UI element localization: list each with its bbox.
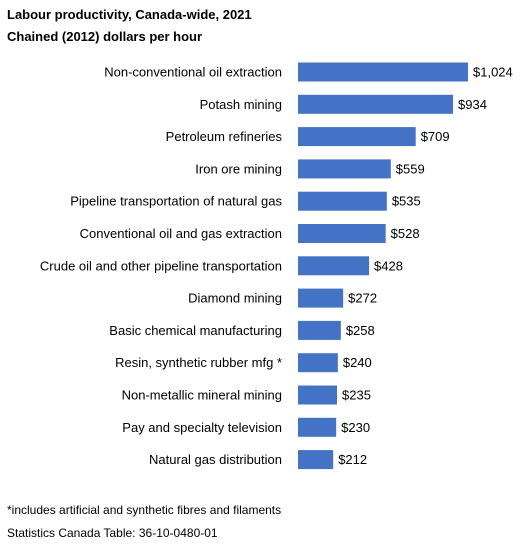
data-label: $428 bbox=[374, 258, 403, 273]
data-label: $1,024 bbox=[473, 65, 513, 80]
data-label: $709 bbox=[421, 129, 450, 144]
data-label: $240 bbox=[343, 355, 372, 370]
category-label: Resin, synthetic rubber mfg * bbox=[115, 355, 282, 370]
bar bbox=[298, 353, 338, 373]
data-label: $230 bbox=[341, 420, 370, 435]
chart-title: Labour productivity, Canada-wide, 2021 bbox=[7, 7, 252, 22]
data-label: $212 bbox=[338, 452, 367, 467]
bar bbox=[298, 320, 341, 340]
footnote: *includes artificial and synthetic fibre… bbox=[7, 503, 282, 517]
category-label: Non-conventional oil extraction bbox=[104, 65, 282, 80]
bar bbox=[298, 62, 468, 82]
category-label: Natural gas distribution bbox=[149, 452, 282, 467]
data-label: $258 bbox=[346, 323, 375, 338]
bar bbox=[298, 417, 337, 437]
category-label: Petroleum refineries bbox=[166, 129, 283, 144]
data-label: $934 bbox=[458, 97, 487, 112]
bar bbox=[298, 159, 391, 179]
bar bbox=[298, 288, 344, 308]
bar bbox=[298, 224, 386, 243]
bar bbox=[298, 94, 454, 114]
category-label: Basic chemical manufacturing bbox=[109, 323, 282, 338]
bar bbox=[298, 385, 338, 405]
chart-title-block: Labour productivity, Canada-wide, 2021 C… bbox=[7, 4, 252, 48]
category-label: Conventional oil and gas extraction bbox=[80, 226, 282, 241]
category-label: Iron ore mining bbox=[195, 161, 282, 176]
data-label: $528 bbox=[391, 226, 420, 241]
data-label: $272 bbox=[348, 291, 377, 306]
bar bbox=[298, 127, 416, 147]
source-note: Statistics Canada Table: 36-10-0480-01 bbox=[7, 526, 218, 540]
category-label: Potash mining bbox=[200, 97, 282, 112]
category-label: Pipeline transportation of natural gas bbox=[70, 194, 282, 209]
bar bbox=[298, 450, 334, 470]
category-label: Crude oil and other pipeline transportat… bbox=[40, 258, 282, 273]
data-label: $559 bbox=[396, 161, 425, 176]
category-label: Non-metallic mineral mining bbox=[122, 388, 282, 403]
data-label: $535 bbox=[392, 194, 421, 209]
bar bbox=[298, 256, 370, 276]
chart-subtitle: Chained (2012) dollars per hour bbox=[7, 29, 203, 44]
bar bbox=[298, 191, 387, 211]
data-label: $235 bbox=[342, 388, 371, 403]
category-label: Pay and specialty television bbox=[122, 420, 282, 435]
category-label: Diamond mining bbox=[188, 291, 282, 306]
